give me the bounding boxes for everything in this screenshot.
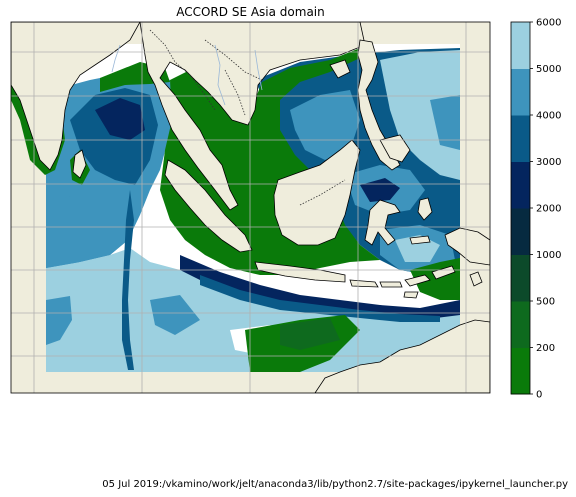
colorbar-band — [511, 115, 530, 162]
halmahera-land — [417, 197, 433, 221]
indian-ocean-water — [46, 248, 460, 372]
colorbar-tick-label: 4000 — [536, 111, 561, 122]
mindanao-land — [379, 134, 411, 163]
colorbar-band — [511, 254, 530, 302]
colorbar-band — [511, 208, 530, 255]
colorbar-tick-label: 6000 — [536, 18, 561, 29]
map-area — [11, 22, 490, 393]
country-border-borneo — [299, 179, 346, 206]
flores-land — [404, 274, 431, 287]
colorbar: 0 200 500 1000 2000 3000 4000 5000 6000 — [510, 18, 561, 401]
borneo-land — [273, 139, 361, 246]
philippine-sea-water — [380, 50, 460, 180]
timor-land — [431, 265, 456, 280]
australia-slope — [280, 318, 340, 350]
sumba-land — [403, 291, 419, 299]
colorbar-tick-label: 3000 — [536, 157, 561, 168]
colorbar-band — [511, 161, 530, 209]
cape-york-land — [469, 271, 483, 287]
country-border-3 — [224, 69, 246, 116]
map-frame — [10, 21, 491, 394]
sulawesi-land — [364, 199, 401, 246]
colorbar-tick-label: 1000 — [536, 250, 561, 261]
scs-basin — [290, 90, 360, 160]
river-2 — [254, 49, 263, 91]
seram-land — [409, 235, 431, 245]
australia-land — [314, 319, 490, 393]
river-3 — [111, 44, 121, 73]
colorbar-tick-label: 500 — [536, 297, 555, 308]
colorbar-tick-label: 5000 — [536, 64, 561, 75]
java-land — [254, 261, 346, 283]
colorbar-tick-label: 200 — [536, 343, 555, 354]
sri-lanka-land — [72, 149, 87, 179]
ocean-patch-1 — [46, 296, 72, 345]
hainan-land — [329, 59, 351, 79]
gridlines — [11, 22, 490, 393]
india-land — [11, 22, 141, 171]
philippines-land — [357, 39, 401, 171]
ocean-patch-2 — [150, 295, 200, 335]
ninety-east-ridge — [122, 190, 134, 370]
river-1 — [214, 44, 226, 106]
indian-ocean-mid — [46, 195, 128, 268]
mainland-se-asia-land — [139, 22, 366, 211]
colorbar-band — [511, 22, 530, 69]
colorbar-tick-label: 2000 — [536, 204, 561, 215]
bay-deepest-water — [95, 98, 145, 140]
map-title: ACCORD SE Asia domain — [176, 5, 325, 19]
colorbar-band — [511, 301, 530, 348]
country-border-2 — [204, 39, 263, 81]
bali-lombok-land — [349, 279, 379, 288]
colorbar-tick-label: 0 — [536, 390, 542, 401]
footer-path: 05 Jul 2019:/vkamino/work/jelt/anaconda3… — [102, 479, 568, 490]
colorbar-band — [511, 347, 530, 395]
sumatra-land — [164, 159, 253, 253]
philippine-sea-mid — [430, 95, 460, 150]
sumbawa-land — [379, 281, 403, 288]
colorbar-band — [511, 68, 530, 116]
